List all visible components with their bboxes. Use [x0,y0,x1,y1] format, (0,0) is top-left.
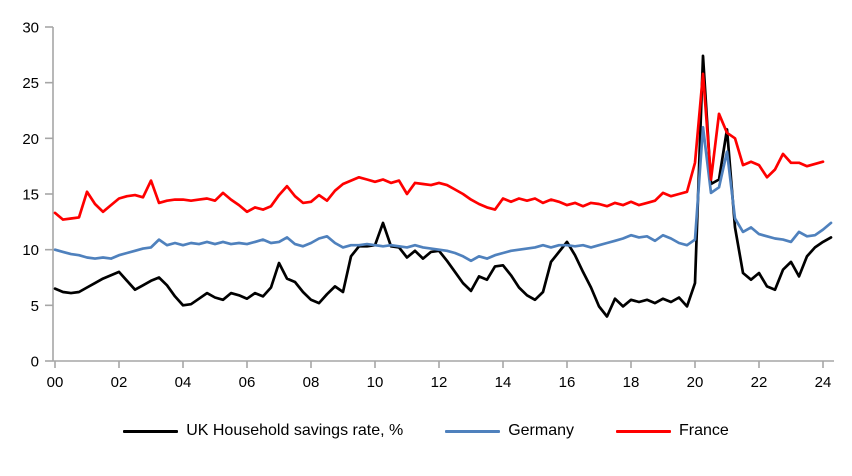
uk-legend-label: UK Household savings rate, % [186,422,404,439]
legend-item-france: France [616,422,729,440]
germany-line-swatch [445,429,501,433]
y-tick-label: 5 [31,298,39,315]
x-tick-label: 20 [687,374,704,391]
y-tick-label: 30 [22,20,39,37]
germany-line [53,125,833,263]
france-line-swatch [616,429,671,433]
france-legend-label: France [679,422,729,439]
x-tick-label: 16 [559,374,576,391]
x-tick-label: 04 [175,374,192,391]
x-tick-label: 14 [495,374,512,391]
x-tick-label: 10 [367,374,384,391]
y-tick-label: 20 [22,131,39,148]
y-tick-label: 15 [22,187,39,204]
x-tick-label: 12 [431,374,448,391]
x-tick-label: 08 [303,374,320,391]
france-line [53,72,825,221]
y-tick-label: 10 [22,242,39,259]
x-tick-label: 24 [815,374,832,391]
x-tick-label: 02 [111,374,128,391]
legend: UK Household savings rate, % Germany Fra… [0,422,852,440]
uk-line-swatch [123,429,179,433]
legend-item-uk: UK Household savings rate, % [123,422,403,440]
x-tick-label: 18 [623,374,640,391]
x-tick-label: 00 [47,374,64,391]
uk-line [53,54,833,318]
germany-legend-label: Germany [508,422,574,439]
x-tick-label: 06 [239,374,256,391]
y-tick-label: 0 [31,354,39,371]
legend-item-germany: Germany [445,422,574,440]
y-tick-label: 25 [22,75,39,92]
x-tick-label: 22 [751,374,768,391]
plot-area: 0 5 10 15 20 25 30 00 02 04 06 08 10 12 14 16 18 20 22 24 [22,20,834,391]
